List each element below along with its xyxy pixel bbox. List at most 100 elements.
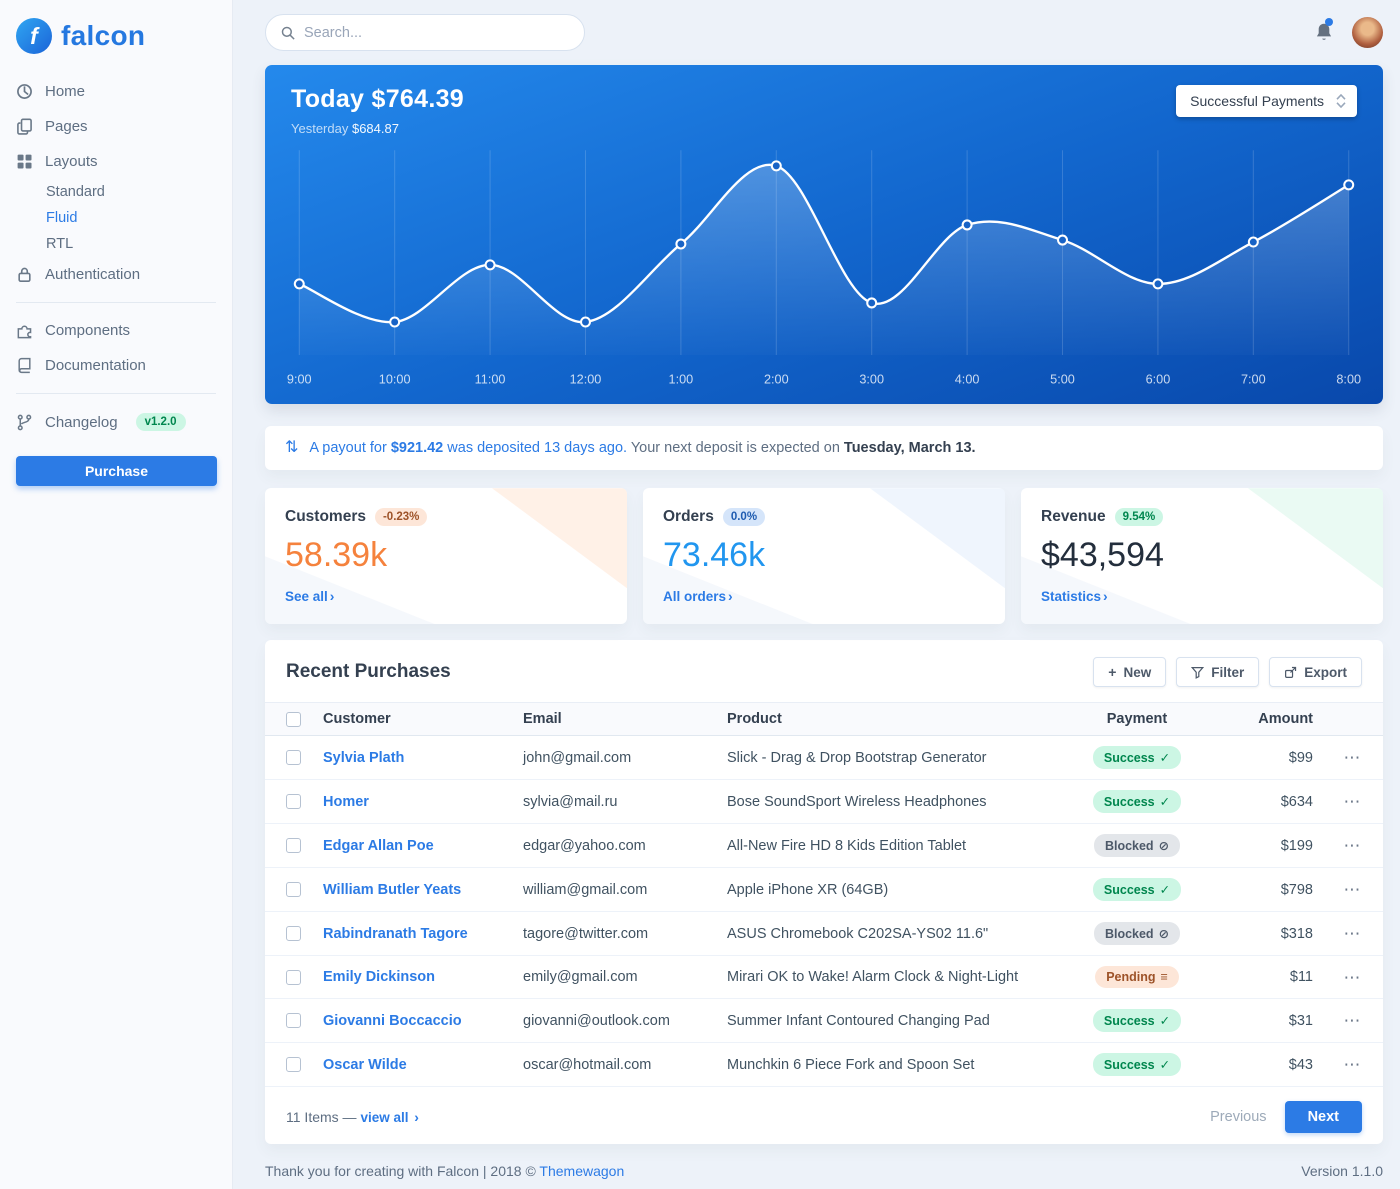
success-icon: ✓ — [1159, 1014, 1171, 1029]
pending-icon: ≡ — [1160, 970, 1168, 985]
notifications-button[interactable] — [1314, 18, 1334, 43]
row-checkbox[interactable] — [286, 794, 301, 810]
search-input[interactable] — [304, 24, 569, 41]
customer-link[interactable]: Homer — [323, 793, 369, 810]
row-actions-button[interactable]: ⋯ — [1338, 1010, 1367, 1031]
filter-button[interactable]: Filter — [1176, 657, 1260, 688]
row-actions-button[interactable]: ⋯ — [1338, 879, 1367, 900]
svg-text:3:00: 3:00 — [859, 372, 884, 387]
row-checkbox[interactable] — [286, 1013, 301, 1029]
cell-email: william@gmail.com — [515, 867, 719, 913]
svg-text:8:00: 8:00 — [1336, 372, 1361, 387]
row-actions-button[interactable]: ⋯ — [1338, 923, 1367, 944]
sidebar-item-layouts[interactable]: Layouts — [0, 144, 232, 179]
payment-badge: Success ✓ — [1092, 1009, 1182, 1033]
stat-title: Orders — [663, 508, 714, 526]
sidebar-item-pages[interactable]: Pages — [0, 109, 232, 144]
row-actions-button[interactable]: ⋯ — [1338, 967, 1367, 988]
sidebar-item-home[interactable]: Home — [0, 74, 232, 109]
themewagon-link[interactable]: Themewagon — [539, 1163, 625, 1179]
customer-link[interactable]: Oscar Wilde — [323, 1056, 407, 1073]
search-icon — [281, 26, 295, 40]
main-content: Today $764.39 Yesterday $684.87 Successf… — [233, 0, 1400, 1189]
payment-badge: Blocked ⊘ — [1093, 922, 1181, 946]
sidebar-item-documentation[interactable]: Documentation — [0, 348, 232, 383]
svg-text:1:00: 1:00 — [669, 372, 694, 387]
cell-email: edgar@yahoo.com — [515, 823, 719, 869]
stat-badge: 9.54% — [1114, 508, 1164, 527]
cell-product: Mirari OK to Wake! Alarm Clock & Night-L… — [719, 955, 1061, 1000]
row-checkbox[interactable] — [286, 969, 301, 985]
cell-product: All-New Fire HD 8 Kids Edition Tablet — [719, 823, 1061, 869]
row-actions-button[interactable]: ⋯ — [1338, 791, 1367, 812]
new-button[interactable]: + New — [1093, 657, 1167, 688]
code-branch-icon — [16, 414, 33, 431]
select-all-checkbox[interactable] — [286, 711, 301, 727]
stat-title: Customers — [285, 508, 366, 526]
sidebar-item-label: Home — [45, 83, 86, 100]
success-icon: ✓ — [1159, 1058, 1171, 1073]
svg-text:5:00: 5:00 — [1050, 372, 1075, 387]
previous-button[interactable]: Previous — [1210, 1109, 1267, 1126]
sidebar-item-authentication[interactable]: Authentication — [0, 257, 232, 292]
sidebar-item-rtl[interactable]: RTL — [46, 236, 74, 252]
pie-chart-icon — [16, 83, 33, 100]
table-body: Sylvia Plath john@gmail.com Slick - Drag &… — [265, 735, 1383, 1088]
blocked-icon: ⊘ — [1158, 927, 1170, 942]
purchase-button[interactable]: Purchase — [16, 456, 217, 486]
sidebar-item-components[interactable]: Components — [0, 313, 232, 348]
cell-product: Bose SoundSport Wireless Headphones — [719, 779, 1061, 825]
payout-alert: ⇅ A payout for $921.42 was deposited 13 … — [265, 426, 1383, 471]
customer-link[interactable]: Edgar Allan Poe — [323, 837, 434, 854]
svg-text:4:00: 4:00 — [955, 372, 980, 387]
brand-logo[interactable]: f falcon — [0, 14, 232, 74]
customer-link[interactable]: William Butler Yeats — [323, 881, 462, 898]
payments-chart-card: Today $764.39 Yesterday $684.87 Successf… — [265, 65, 1383, 405]
svg-text:11:00: 11:00 — [475, 372, 506, 387]
column-header: Customer — [315, 702, 515, 737]
success-icon: ✓ — [1159, 883, 1171, 898]
layouts-submenu: Standard Fluid RTL — [0, 179, 232, 257]
svg-text:10:00: 10:00 — [379, 372, 411, 387]
customer-link[interactable]: Giovanni Boccaccio — [323, 1012, 462, 1029]
customer-link[interactable]: Rabindranath Tagore — [323, 925, 468, 942]
statistics-link[interactable]: Statistics › — [1041, 588, 1108, 605]
payout-link[interactable]: A payout for $921.42 was deposited 13 da… — [309, 440, 628, 457]
sidebar-item-fluid[interactable]: Fluid — [46, 210, 78, 226]
row-checkbox[interactable] — [286, 750, 301, 766]
sidebar-item-label: Changelog — [45, 413, 118, 431]
svg-text:6:00: 6:00 — [1146, 372, 1171, 387]
sidebar-item-changelog[interactable]: Changelog v1.2.0 — [0, 404, 232, 440]
row-checkbox[interactable] — [286, 882, 301, 898]
payments-filter-select[interactable]: Successful Payments — [1176, 85, 1357, 118]
topbar — [265, 0, 1383, 65]
stat-badge: -0.23% — [374, 508, 428, 527]
sidebar-item-standard[interactable]: Standard — [46, 184, 105, 200]
lock-icon — [16, 266, 33, 283]
row-checkbox[interactable] — [286, 1057, 301, 1073]
all-orders-link[interactable]: All orders › — [663, 588, 733, 605]
customer-link[interactable]: Emily Dickinson — [323, 969, 436, 986]
page-footer: Thank you for creating with Falcon | 201… — [265, 1144, 1383, 1189]
sidebar-divider — [16, 393, 216, 394]
row-actions-button[interactable]: ⋯ — [1338, 747, 1367, 768]
export-button[interactable]: Export — [1269, 657, 1362, 688]
customer-link[interactable]: Sylvia Plath — [323, 749, 405, 766]
user-avatar[interactable] — [1352, 17, 1383, 49]
row-actions-button[interactable]: ⋯ — [1338, 1054, 1367, 1075]
row-checkbox[interactable] — [286, 926, 301, 942]
column-header: Product — [719, 702, 1061, 737]
row-checkbox[interactable] — [286, 838, 301, 854]
bell-icon — [1316, 23, 1332, 41]
exchange-icon: ⇅ — [285, 439, 299, 457]
row-actions-button[interactable]: ⋯ — [1338, 835, 1367, 856]
table-row: Oscar Wilde oscar@hotmail.com Munchkin 6 P… — [265, 1042, 1383, 1088]
cell-email: oscar@hotmail.com — [515, 1042, 719, 1088]
next-button[interactable]: Next — [1284, 1101, 1362, 1134]
cell-email: john@gmail.com — [515, 735, 719, 781]
see-all-link[interactable]: See all › — [285, 588, 335, 605]
view-all-link[interactable]: view all › — [360, 1109, 419, 1126]
table-row: Emily Dickinson emily@gmail.com Mirari OK … — [265, 955, 1383, 1000]
topbar-right — [1314, 17, 1383, 49]
